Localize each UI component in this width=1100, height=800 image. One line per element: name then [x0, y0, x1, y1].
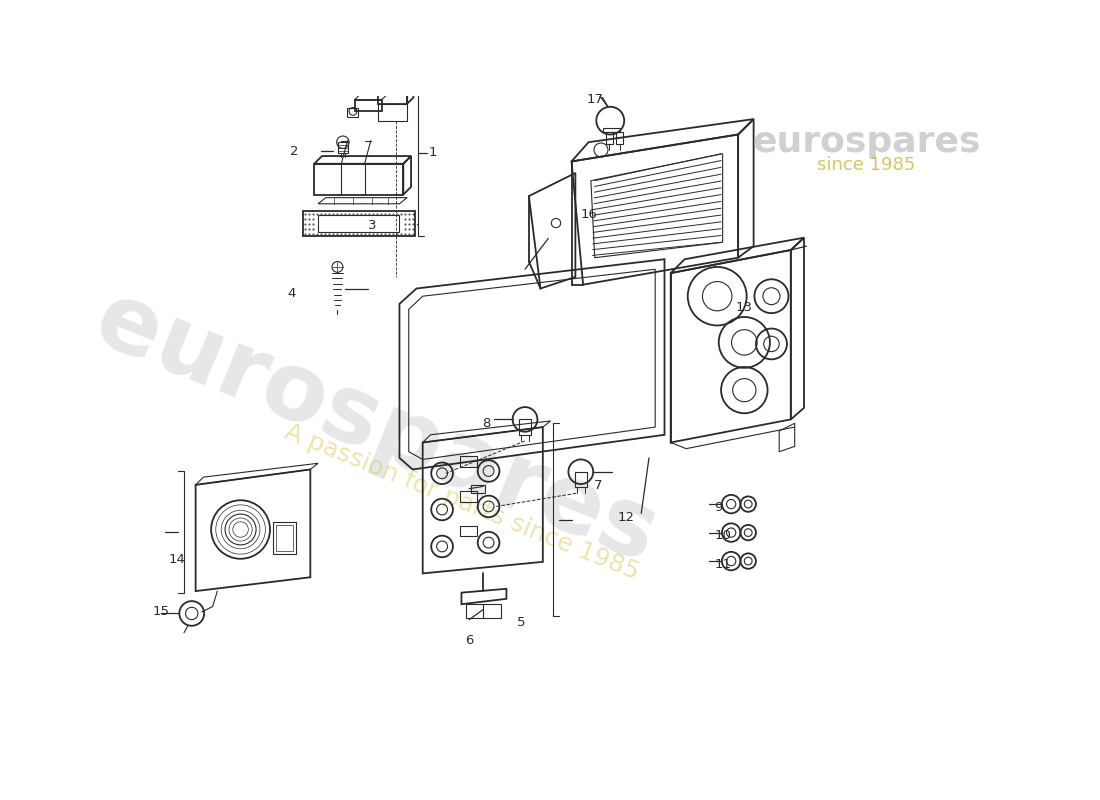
- Text: 12: 12: [618, 511, 635, 525]
- Bar: [574, 472, 587, 487]
- Text: A passion for parts since 1985: A passion for parts since 1985: [280, 420, 642, 585]
- Text: 8: 8: [483, 417, 491, 430]
- Bar: [273, 522, 296, 554]
- Text: 9: 9: [714, 501, 723, 514]
- Text: 2: 2: [290, 145, 299, 158]
- Text: 5: 5: [517, 616, 526, 629]
- Text: 11: 11: [714, 558, 732, 570]
- Text: 6: 6: [465, 634, 474, 647]
- Bar: [276, 525, 294, 551]
- Text: 1: 1: [428, 146, 437, 159]
- Bar: [338, 142, 348, 153]
- Bar: [318, 215, 399, 232]
- Bar: [519, 419, 531, 435]
- Text: eurospares: eurospares: [82, 274, 670, 583]
- Text: 10: 10: [714, 529, 732, 542]
- Text: 7: 7: [594, 479, 603, 492]
- Text: 3: 3: [368, 219, 377, 232]
- Bar: [460, 526, 477, 537]
- Text: 17: 17: [587, 93, 604, 106]
- Bar: [471, 485, 485, 493]
- Text: since 1985: since 1985: [817, 156, 915, 174]
- Text: 15: 15: [153, 606, 170, 618]
- Text: 4: 4: [287, 286, 296, 300]
- Bar: [616, 132, 623, 144]
- Bar: [603, 127, 619, 132]
- Bar: [460, 491, 477, 502]
- Bar: [466, 604, 500, 618]
- Circle shape: [398, 70, 404, 75]
- Text: 13: 13: [736, 302, 752, 314]
- Bar: [460, 456, 477, 467]
- Bar: [302, 211, 415, 236]
- Text: 16: 16: [581, 208, 597, 221]
- Bar: [606, 132, 613, 144]
- Text: eurospares: eurospares: [752, 125, 980, 159]
- Text: 14: 14: [168, 553, 186, 566]
- Circle shape: [386, 70, 390, 75]
